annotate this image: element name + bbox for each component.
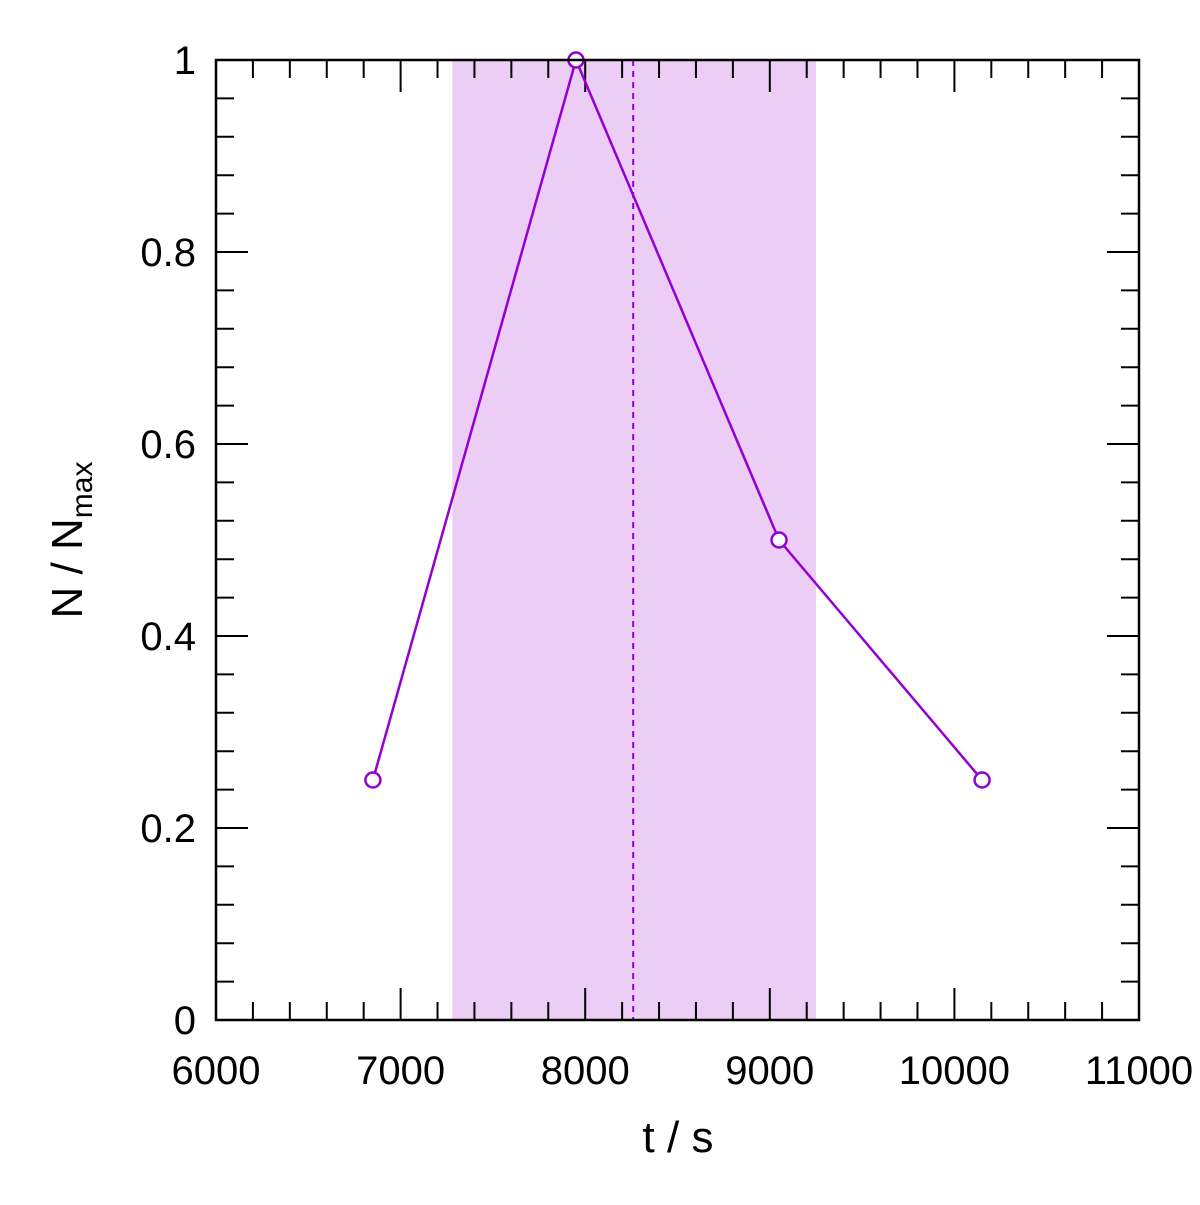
data-point (770, 531, 788, 549)
series-line (371, 56, 984, 781)
data-point (973, 771, 991, 789)
y-axis-label-main: N / N (43, 518, 92, 618)
frame-layer (214, 58, 1141, 1022)
y-tick-label: 0.2 (140, 807, 196, 851)
y-tick-label: 1 (174, 39, 196, 83)
x-tick-label: 6000 (172, 1049, 261, 1093)
series-layer (364, 51, 991, 789)
tick-labels-layer: 6000 7000 8000 9000 10000 11000 0 0.2 0.4 0.6 0.8 1 (140, 39, 1193, 1093)
x-tick-label: 8000 (541, 1049, 630, 1093)
x-tick-label: 7000 (356, 1049, 445, 1093)
y-tick-label: 0.8 (140, 231, 196, 275)
x-tick-label: 9000 (725, 1049, 814, 1093)
y-tick-label: 0 (174, 999, 196, 1043)
y-tick-label: 0.6 (140, 423, 196, 467)
y-axis-label-subscript: max (66, 462, 99, 519)
x-axis-label: t / s (643, 1113, 714, 1162)
x-tick-label: 11000 (1085, 1049, 1193, 1093)
y-axis-label: N / Nmax (43, 462, 99, 619)
plot-frame (214, 58, 1141, 1022)
y-tick-label: 0.4 (140, 615, 196, 659)
data-point (364, 771, 382, 789)
x-tick-label: 10000 (899, 1049, 1010, 1093)
